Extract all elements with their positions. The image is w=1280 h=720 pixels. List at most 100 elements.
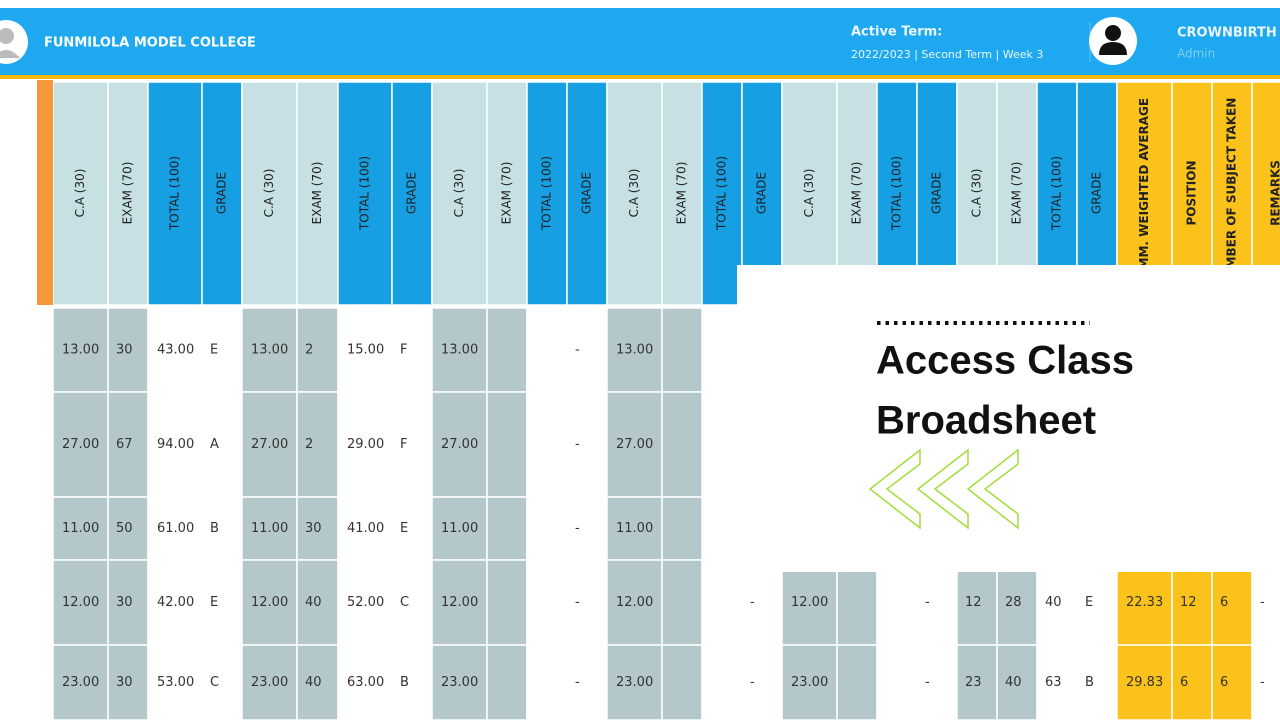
cell-text: 11.00 xyxy=(62,521,99,536)
cell-text: 40 xyxy=(305,595,322,610)
header-cell xyxy=(147,82,203,305)
cell-text: 29.00 xyxy=(347,437,384,452)
column-header: TOTAL (100) xyxy=(540,156,554,231)
cell xyxy=(52,307,109,393)
cell xyxy=(337,496,393,561)
column-header: GRADE xyxy=(405,172,419,214)
active-term: 2022/2023 | Second Term | Week 3 xyxy=(851,48,1043,61)
cell xyxy=(526,391,568,498)
cell-text: A xyxy=(210,437,219,452)
column-header: TOTAL (100) xyxy=(1050,156,1064,231)
column-header: C.A (30) xyxy=(452,169,466,218)
avatar-icon xyxy=(1105,25,1121,41)
cell xyxy=(1116,559,1173,646)
cell xyxy=(741,559,783,646)
avatar-icon xyxy=(1099,42,1127,55)
cell xyxy=(1171,644,1213,720)
column-header: C.A (30) xyxy=(802,169,816,218)
cell xyxy=(296,307,339,393)
cell xyxy=(566,307,608,393)
cell-text: 30 xyxy=(305,521,322,536)
cell xyxy=(526,644,568,720)
cell xyxy=(486,644,528,720)
cell xyxy=(391,559,433,646)
cell xyxy=(107,391,149,498)
cell-text: F xyxy=(400,343,407,358)
cell xyxy=(836,559,878,646)
logo-icon xyxy=(0,50,20,58)
chevrons xyxy=(868,448,1019,530)
cell-text: - xyxy=(575,595,580,610)
cell xyxy=(52,496,109,561)
side-strip xyxy=(37,80,53,305)
column-header: EXAM (70) xyxy=(121,162,135,225)
cell-text: 63 xyxy=(1045,675,1062,690)
cell-text: 11.00 xyxy=(441,521,478,536)
cell xyxy=(201,391,243,498)
column-header: EXAM (70) xyxy=(675,162,689,225)
column-header: TOTAL (100) xyxy=(168,156,182,231)
cell-text: - xyxy=(750,675,755,690)
cell xyxy=(1116,644,1173,720)
cell xyxy=(431,307,488,393)
cell xyxy=(391,496,433,561)
cell-text: - xyxy=(575,343,580,358)
cell-text: 52.00 xyxy=(347,595,384,610)
cell-text: 23.00 xyxy=(616,675,653,690)
column-header: C.A (30) xyxy=(970,169,984,218)
cell-text: 23.00 xyxy=(251,675,288,690)
cell xyxy=(391,307,433,393)
cell xyxy=(566,559,608,646)
header-cell xyxy=(701,82,743,305)
column-header: C.A (30) xyxy=(627,169,641,218)
column-header: C.A (30) xyxy=(73,169,87,218)
column-header: EXAM (70) xyxy=(1010,162,1024,225)
top-bar-accent xyxy=(0,75,1280,79)
cell-text: - xyxy=(750,595,755,610)
cell-text: 22.33 xyxy=(1126,595,1163,610)
header-cell xyxy=(241,82,298,305)
cell-text: B xyxy=(210,521,219,536)
cell xyxy=(661,307,703,393)
cell xyxy=(566,644,608,720)
cell-text: 23.00 xyxy=(441,675,478,690)
cell-text: 12.00 xyxy=(791,595,828,610)
column-header: NUMBER OF SUBJECT TAKEN xyxy=(1225,98,1239,289)
column-header: TOTAL (100) xyxy=(358,156,372,231)
cell xyxy=(337,391,393,498)
top-bar xyxy=(0,8,1280,75)
school-name: FUNMILOLA MODEL COLLEGE xyxy=(44,36,256,51)
cell-text: 2 xyxy=(305,343,313,358)
user-name[interactable]: CROWNBIRTH xyxy=(1177,26,1277,41)
cell xyxy=(876,644,918,720)
cell xyxy=(241,496,298,561)
cell xyxy=(201,307,243,393)
column-header: CUMM. WEIGHTED AVERAGE xyxy=(1137,98,1151,288)
column-header: TOTAL (100) xyxy=(890,156,904,231)
header-cell xyxy=(486,82,528,305)
cell-text: 50 xyxy=(116,521,133,536)
column-header: TOTAL (100) xyxy=(715,156,729,231)
cell-text: 94.00 xyxy=(157,437,194,452)
cell-text: 27.00 xyxy=(251,437,288,452)
cell-text: 41.00 xyxy=(347,521,384,536)
cell-text: 27.00 xyxy=(616,437,653,452)
cell-text: 15.00 xyxy=(347,343,384,358)
cell-text: 42.00 xyxy=(157,595,194,610)
cell xyxy=(296,391,339,498)
cell-text: C xyxy=(210,675,219,690)
chevron xyxy=(868,448,921,530)
column-header: GRADE xyxy=(930,172,944,214)
cell-text: 40 xyxy=(1045,595,1062,610)
cell xyxy=(1076,644,1118,720)
cell xyxy=(1251,559,1280,646)
cell xyxy=(526,496,568,561)
cell xyxy=(431,391,488,498)
cell-text: 53.00 xyxy=(157,675,194,690)
cell xyxy=(391,644,433,720)
cell-text: - xyxy=(925,675,930,690)
avatar[interactable] xyxy=(1089,17,1137,65)
cell-text: 13.00 xyxy=(616,343,653,358)
header-cell xyxy=(391,82,433,305)
